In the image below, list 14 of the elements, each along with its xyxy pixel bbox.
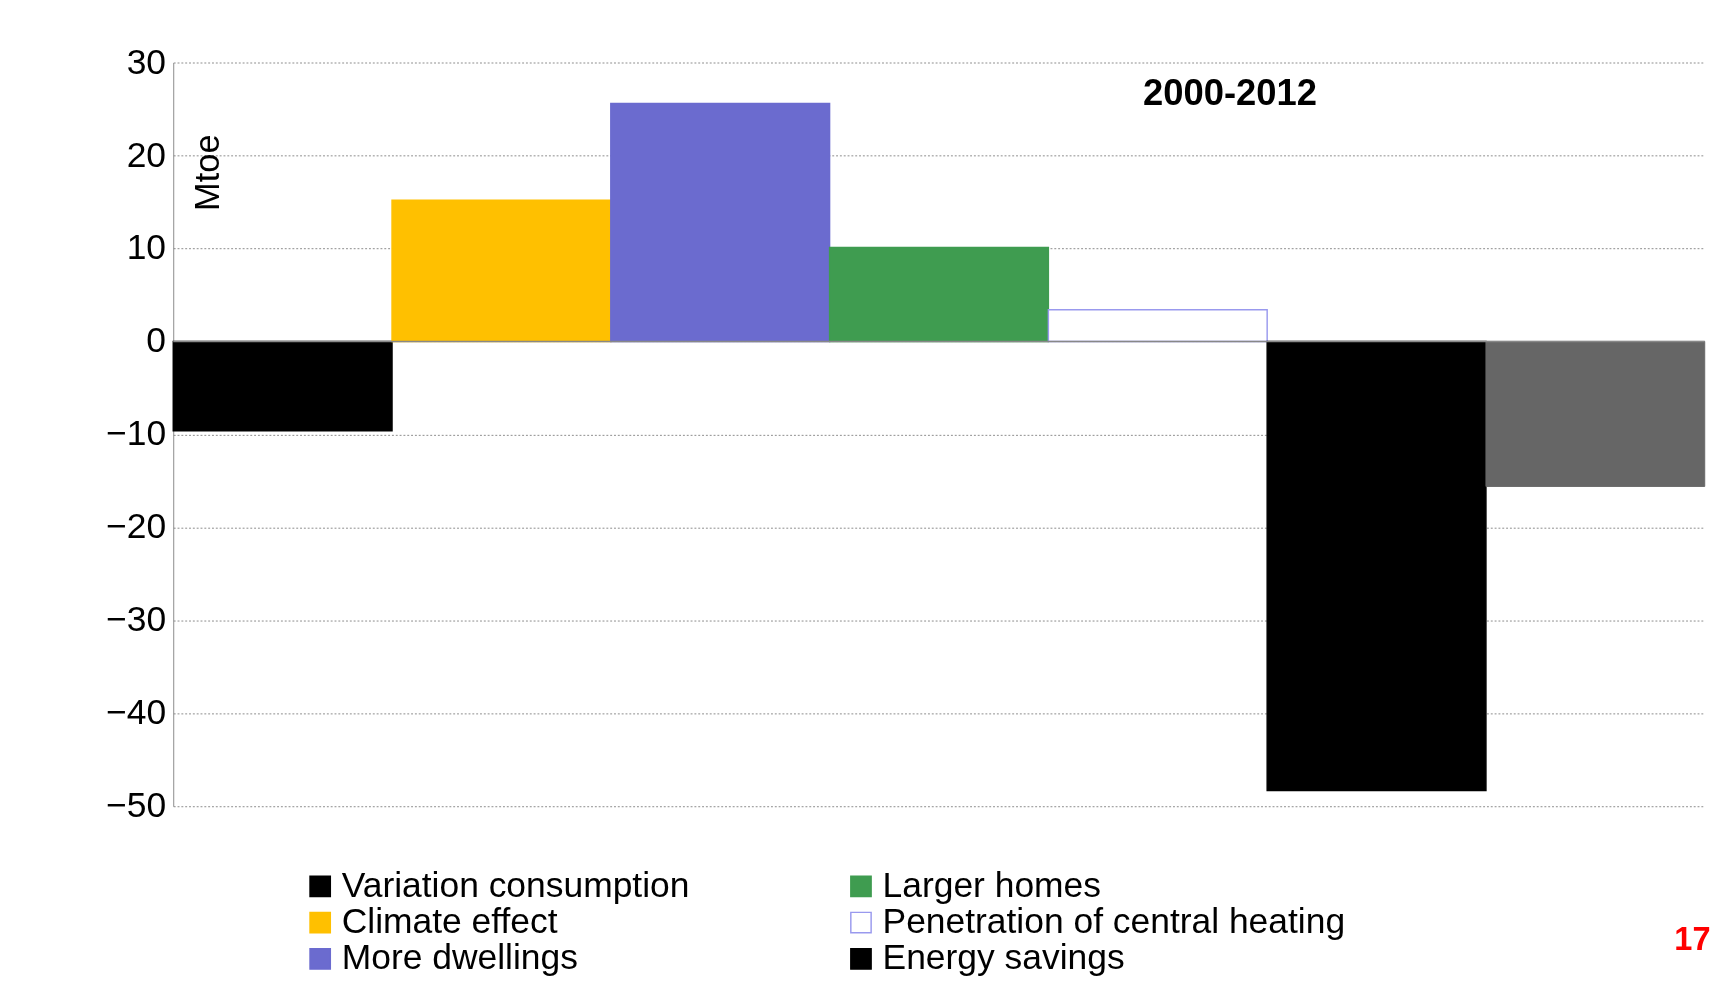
y-tick-label: 30 — [126, 41, 167, 82]
legend-label: Energy savings — [882, 937, 1125, 978]
y-axis-title: Mtoe — [188, 134, 227, 211]
text: 17 — [1674, 920, 1711, 957]
chart-title: 2000-2012 — [1143, 71, 1317, 113]
y-tick-label: 0 — [146, 320, 167, 361]
y-tick-label: −10 — [106, 413, 167, 454]
y-tick-label: 20 — [126, 134, 167, 175]
y-tick-label: 10 — [126, 227, 167, 268]
y-tick-label: −50 — [106, 785, 167, 826]
legend-label: Larger homes — [882, 864, 1101, 905]
y-tick-label: −40 — [106, 692, 167, 733]
y-tick-label: −20 — [106, 506, 167, 547]
y-tick-label: −30 — [106, 599, 167, 640]
